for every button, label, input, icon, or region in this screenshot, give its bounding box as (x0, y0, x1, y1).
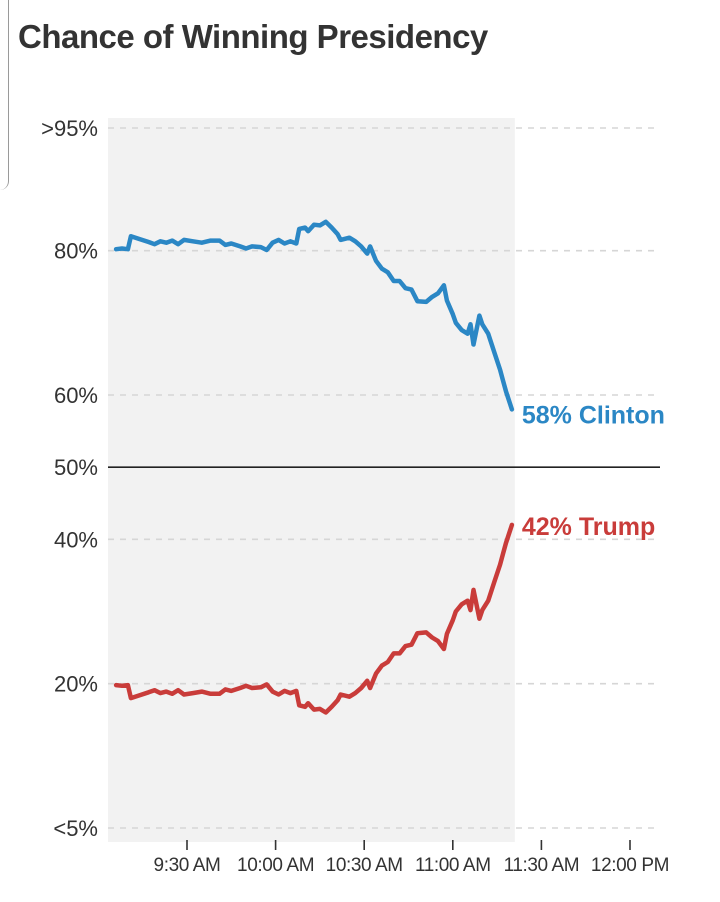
window-edge-decoration (0, 0, 9, 190)
shaded-time-band (108, 118, 515, 842)
series-end-label-clinton: 58% Clinton (522, 401, 665, 429)
series-line-trump (113, 522, 515, 715)
y-axis-tick-labels: >95% 80% 60% 50% 40% 20% <5% (41, 116, 98, 841)
series-line-clinton (113, 219, 515, 412)
y-tick-label: 80% (54, 239, 98, 264)
series-lines (113, 219, 515, 715)
gridlines (108, 127, 660, 829)
x-tick-label: 12:00 PM (591, 855, 669, 876)
series-end-labels: 58% Clinton 42% Trump (522, 401, 665, 540)
x-tick-label: 11:30 AM (504, 855, 580, 876)
series-end-label-trump: 42% Trump (522, 513, 655, 541)
y-tick-label: >95% (41, 116, 98, 141)
x-tick-label: 11:00 AM (415, 855, 491, 876)
x-tick-label: 10:00 AM (237, 855, 314, 876)
chart-title: Chance of Winning Presidency (18, 18, 488, 55)
x-axis-ticks: 9:30 AM 10:00 AM 10:30 AM 11:00 AM 11:30 AM 1… (154, 840, 669, 876)
y-tick-label: <5% (53, 816, 98, 841)
x-tick-label: 9:30 AM (154, 855, 221, 876)
y-tick-label: 50% (54, 455, 98, 480)
y-tick-label: 60% (54, 383, 98, 408)
x-tick-label: 10:30 AM (326, 855, 403, 876)
y-tick-label: 40% (54, 527, 98, 552)
y-tick-label: 20% (54, 672, 98, 697)
